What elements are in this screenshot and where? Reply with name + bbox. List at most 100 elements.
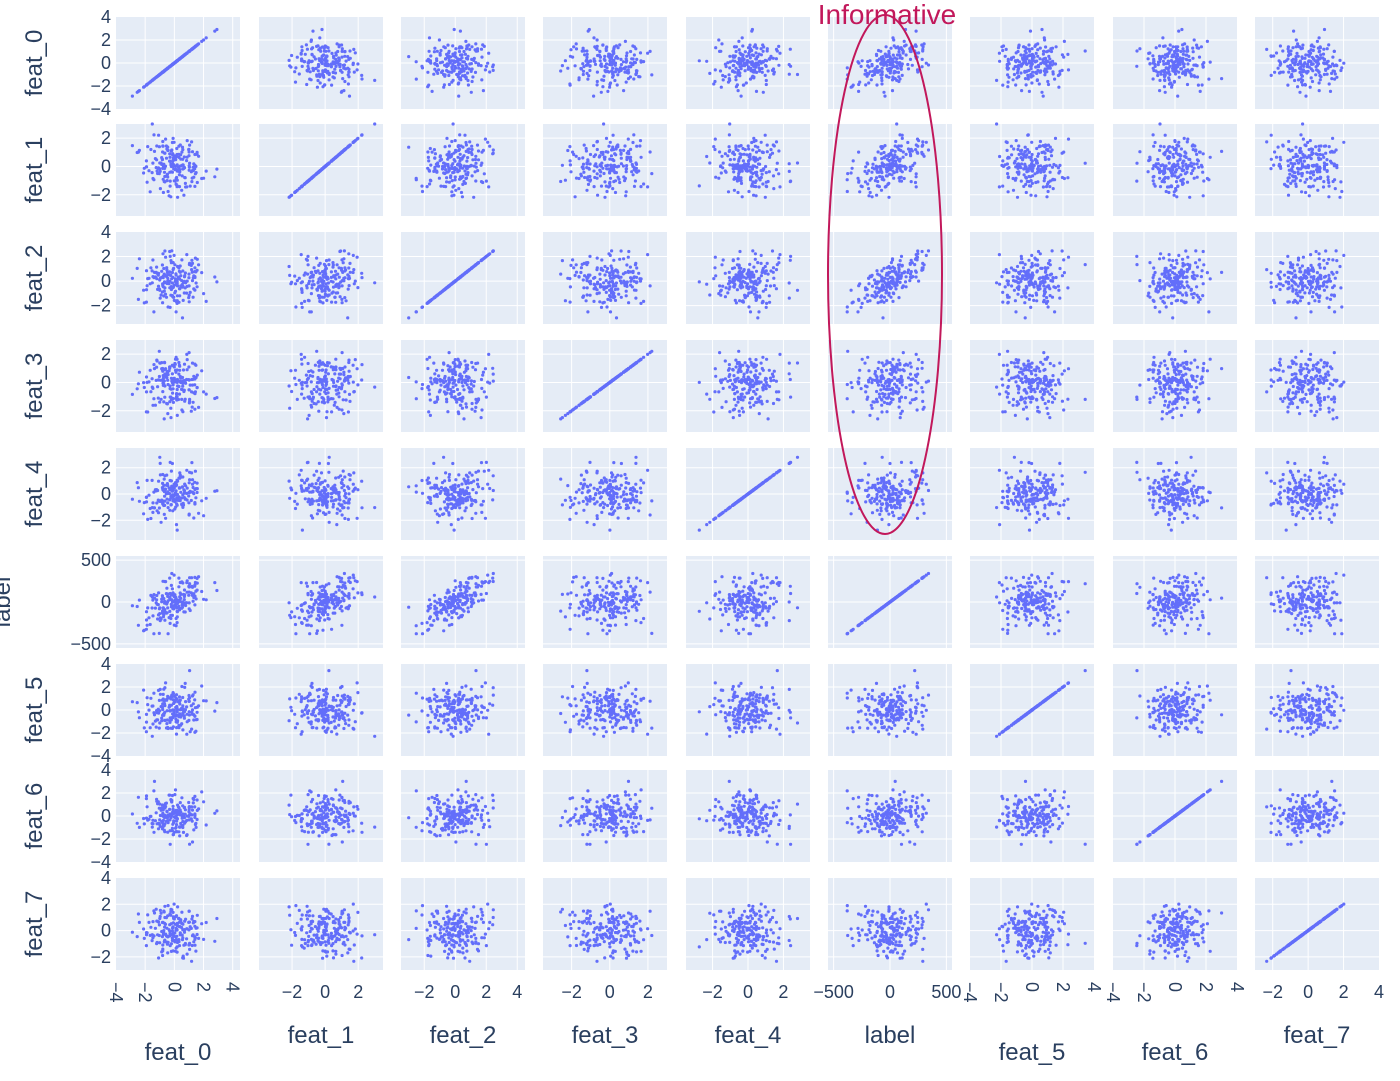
data-point xyxy=(427,36,432,40)
data-point xyxy=(137,89,141,93)
data-point xyxy=(638,139,643,143)
data-point xyxy=(585,63,589,67)
data-point xyxy=(179,274,183,278)
data-point xyxy=(1036,154,1040,158)
data-point xyxy=(1017,172,1021,176)
data-point xyxy=(1309,153,1314,157)
data-point xyxy=(745,153,749,157)
data-point xyxy=(190,258,194,262)
data-point xyxy=(158,167,162,171)
data-point xyxy=(470,174,474,178)
data-point xyxy=(592,144,596,148)
data-point xyxy=(1317,70,1321,74)
data-point xyxy=(1265,140,1269,144)
data-point xyxy=(639,185,643,189)
data-point xyxy=(789,64,793,68)
data-point xyxy=(442,85,446,89)
data-point xyxy=(795,161,800,165)
data-point xyxy=(583,175,587,180)
data-point xyxy=(1305,170,1309,174)
data-point xyxy=(914,175,918,179)
data-point xyxy=(295,55,299,59)
data-point xyxy=(162,266,166,271)
data-point xyxy=(586,182,591,186)
data-point xyxy=(857,61,861,65)
data-point xyxy=(609,56,613,61)
data-point xyxy=(1168,43,1172,47)
data-point xyxy=(433,46,437,50)
data-point xyxy=(1003,54,1007,58)
data-point xyxy=(1331,150,1335,154)
data-point xyxy=(439,184,443,188)
data-point xyxy=(1305,71,1309,75)
data-point xyxy=(633,263,638,267)
data-point xyxy=(1083,161,1087,165)
data-point xyxy=(585,286,589,290)
data-point xyxy=(1174,180,1179,184)
data-point xyxy=(330,51,334,56)
data-point xyxy=(1158,60,1162,64)
data-point xyxy=(748,272,752,276)
data-point xyxy=(890,257,895,261)
data-point xyxy=(619,275,623,279)
data-point xyxy=(632,133,636,137)
data-point xyxy=(718,69,723,73)
data-point xyxy=(1315,68,1319,72)
data-point xyxy=(603,285,607,289)
panel-feat_1-vs-feat_7 xyxy=(1255,122,1379,216)
data-point xyxy=(1021,56,1025,60)
data-point xyxy=(718,284,722,288)
data-point xyxy=(466,269,470,273)
data-point xyxy=(1288,172,1292,176)
data-point xyxy=(632,276,636,280)
data-point xyxy=(595,176,599,180)
data-point xyxy=(1202,179,1206,183)
data-point xyxy=(748,49,752,53)
data-point xyxy=(770,249,775,253)
data-point xyxy=(708,293,712,297)
data-point xyxy=(885,266,889,270)
data-point xyxy=(880,76,884,80)
data-point xyxy=(341,261,345,265)
data-point xyxy=(765,261,769,265)
data-point xyxy=(720,263,724,267)
data-point xyxy=(172,167,176,171)
data-point xyxy=(845,310,849,314)
data-point xyxy=(1041,52,1045,56)
data-point xyxy=(880,157,884,161)
data-point xyxy=(588,64,592,68)
data-point xyxy=(451,44,455,48)
data-point xyxy=(845,305,849,309)
data-point xyxy=(754,298,758,302)
panel-feat_0-vs-feat_7 xyxy=(1255,17,1379,109)
data-point xyxy=(1160,163,1165,167)
data-point xyxy=(315,85,319,89)
data-point xyxy=(145,284,149,288)
data-point xyxy=(335,42,339,46)
data-point xyxy=(1296,62,1300,67)
data-point xyxy=(1179,59,1184,63)
data-point xyxy=(723,62,728,66)
data-point xyxy=(447,82,451,87)
data-point xyxy=(585,188,589,192)
data-point xyxy=(450,59,454,63)
data-point xyxy=(609,287,614,291)
data-point xyxy=(347,70,351,74)
data-point xyxy=(721,284,725,288)
data-point xyxy=(336,272,340,276)
data-point xyxy=(327,49,331,53)
data-point xyxy=(1338,58,1342,63)
data-point xyxy=(598,59,602,63)
data-point xyxy=(1000,45,1004,49)
panel-feat_1-vs-feat_3 xyxy=(543,122,667,216)
data-point xyxy=(1158,44,1162,48)
data-point xyxy=(1325,169,1329,173)
data-point xyxy=(909,154,913,158)
data-point xyxy=(1319,75,1323,79)
data-point xyxy=(318,36,322,40)
data-point xyxy=(178,264,182,268)
data-point xyxy=(1273,150,1277,154)
data-point xyxy=(318,59,322,63)
data-point xyxy=(873,179,878,183)
data-point xyxy=(705,154,709,159)
